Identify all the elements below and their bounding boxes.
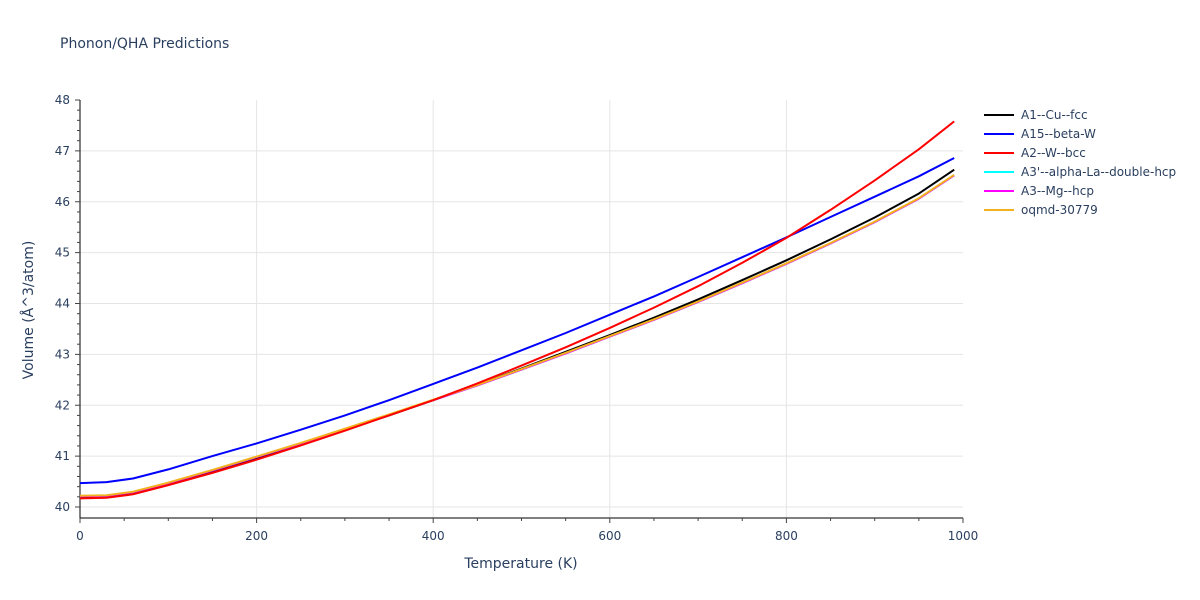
legend: A1--Cu--fcc A15--beta-W A2--W--bcc A3'--… (984, 105, 1176, 219)
legend-swatch (984, 208, 1014, 211)
legend-item-a3prime-alpha-la-double-hcp[interactable]: A3'--alpha-La--double-hcp (984, 162, 1176, 181)
legend-label: A15--beta-W (1021, 126, 1096, 141)
legend-swatch (984, 132, 1014, 135)
legend-item-oqmd-30779[interactable]: oqmd-30779 (984, 200, 1176, 219)
y-tick-label: 43 (55, 347, 70, 361)
y-axis-title: Volume (Å^3/atom) (20, 241, 37, 380)
legend-label: A1--Cu--fcc (1021, 107, 1088, 122)
x-axis-title: Temperature (K) (463, 556, 577, 572)
data-lines (79, 120, 955, 500)
y-tick-label: 46 (55, 195, 70, 209)
legend-label: A3--Mg--hcp (1021, 183, 1094, 198)
y-tick-label: 45 (55, 246, 70, 260)
x-tick-label: 200 (245, 529, 268, 543)
legend-label: oqmd-30779 (1021, 202, 1098, 217)
series-line (79, 157, 955, 485)
y-tick-label: 44 (55, 297, 70, 311)
y-tick-label: 40 (55, 500, 70, 514)
legend-item-a1-cu-fcc[interactable]: A1--Cu--fcc (984, 105, 1176, 124)
legend-swatch (984, 113, 1014, 116)
x-tick-label: 400 (422, 529, 445, 543)
x-tick-label: 0 (76, 529, 84, 543)
legend-label: A2--W--bcc (1021, 145, 1086, 160)
legend-item-a15-beta-w[interactable]: A15--beta-W (984, 124, 1176, 143)
gridlines (80, 100, 963, 518)
legend-item-a2-w-bcc[interactable]: A2--W--bcc (984, 143, 1176, 162)
x-tick-label: 800 (775, 529, 798, 543)
legend-swatch (984, 189, 1014, 192)
axes: 40 41 42 43 44 45 46 47 48 0 200 400 600 800 1000 (55, 93, 979, 543)
y-tick-label: 47 (55, 144, 70, 158)
chart-title: Phonon/QHA Predictions (60, 36, 230, 52)
series-line (79, 173, 955, 497)
legend-label: A3'--alpha-La--double-hcp (1021, 164, 1177, 179)
series-line (79, 120, 955, 500)
legend-swatch (984, 151, 1014, 154)
series-line (79, 174, 955, 498)
y-tick-label: 42 (55, 398, 70, 412)
series-line (79, 174, 955, 498)
y-tick-label: 48 (55, 93, 70, 107)
x-tick-label: 1000 (948, 529, 979, 543)
y-tick-label: 41 (55, 449, 70, 463)
series-line (79, 168, 955, 498)
legend-item-a3-mg-hcp[interactable]: A3--Mg--hcp (984, 181, 1176, 200)
legend-swatch (984, 170, 1014, 173)
x-tick-label: 600 (598, 529, 621, 543)
